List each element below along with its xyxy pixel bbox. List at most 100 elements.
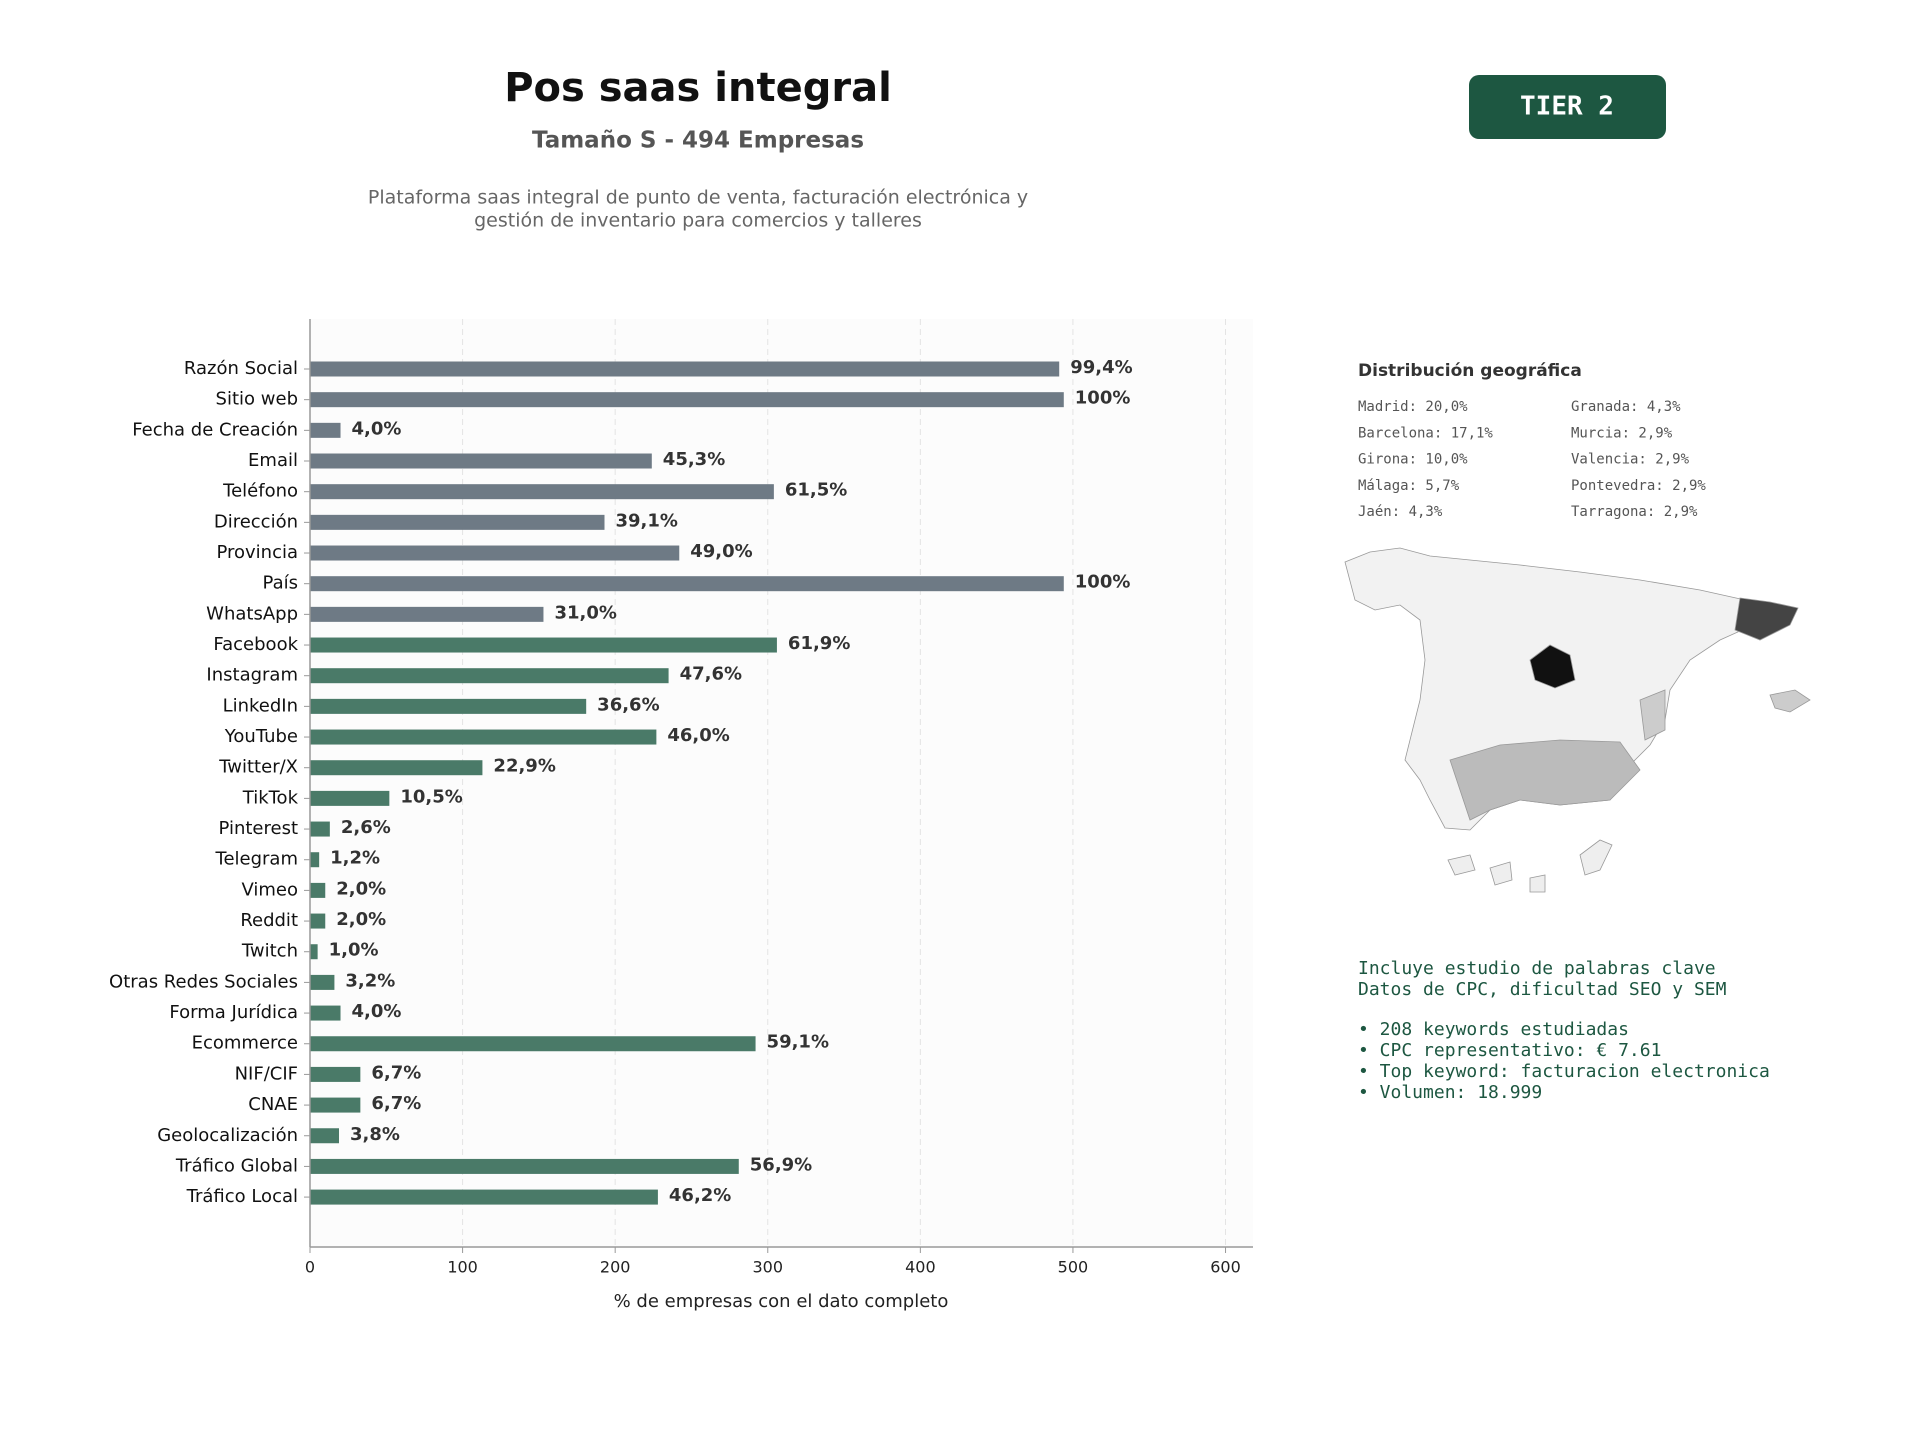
geo-item: Madrid: 20,0% (1358, 399, 1468, 415)
bar (310, 576, 1064, 592)
title: Pos saas integral (504, 65, 892, 111)
value-label: 59,1% (767, 1032, 829, 1053)
bar (310, 1066, 361, 1082)
y-tick-label: CNAE (248, 1094, 298, 1115)
value-label: 36,6% (597, 694, 659, 715)
bar (310, 974, 335, 990)
value-label: 3,8% (350, 1124, 400, 1145)
value-label: 4,0% (352, 418, 402, 439)
keyword-bullet: • Top keyword: facturacion electronica (1358, 1061, 1770, 1082)
bar (310, 729, 657, 745)
y-tick-label: Forma Jurídica (169, 1002, 298, 1023)
y-tick-label: Reddit (240, 910, 298, 931)
y-tick-label: Geolocalización (157, 1125, 298, 1146)
value-label: 6,7% (371, 1093, 421, 1114)
badge-text: TIER 2 (1520, 92, 1614, 122)
y-tick-label: Vimeo (241, 879, 298, 900)
bar (310, 545, 680, 561)
bar (310, 637, 777, 653)
bar (310, 422, 341, 438)
y-tick-label: WhatsApp (206, 603, 298, 624)
y-tick-label: Ecommerce (192, 1033, 298, 1054)
y-tick-label: TikTok (242, 787, 299, 808)
y-tick-label: Pinterest (218, 818, 298, 839)
y-tick-label: Facebook (213, 634, 298, 655)
bar (310, 484, 774, 500)
value-label: 2,0% (336, 909, 386, 930)
y-tick-label: Twitter/X (218, 757, 298, 778)
badge (1469, 75, 1666, 139)
value-label: 46,2% (669, 1185, 731, 1206)
bar (310, 760, 483, 776)
value-label: 45,3% (663, 449, 725, 470)
y-tick-label: Dirección (214, 511, 298, 532)
geo-item: Pontevedra: 2,9% (1571, 478, 1706, 494)
y-tick-label: LinkedIn (223, 695, 298, 716)
bar (310, 1128, 339, 1144)
y-tick-label: Tráfico Global (175, 1155, 298, 1176)
y-tick-label: Otras Redes Sociales (109, 971, 298, 992)
y-tick-label: Teléfono (222, 481, 298, 502)
bar (310, 668, 669, 684)
value-label: 1,0% (329, 940, 379, 961)
y-tick-label: Razón Social (184, 358, 298, 379)
keyword-bullet: • CPC representativo: € 7.61 (1358, 1040, 1661, 1061)
map-madrid (1529, 644, 1576, 689)
keyword-line: Datos de CPC, dificultad SEO y SEM (1358, 979, 1727, 1000)
value-label: 22,9% (493, 756, 555, 777)
geo-item: Girona: 10,0% (1358, 452, 1468, 468)
value-label: 99,4% (1070, 357, 1132, 378)
map-andalusia (1449, 739, 1641, 821)
geo-item: Barcelona: 17,1% (1358, 425, 1493, 441)
map-catalonia (1734, 597, 1799, 641)
bar (310, 944, 318, 960)
bar (310, 852, 320, 868)
geo-item: Tarragona: 2,9% (1571, 504, 1698, 520)
plot-area (310, 319, 1253, 1247)
y-tick-label: Sitio web (216, 389, 298, 410)
bar (310, 361, 1060, 377)
geo-title: Distribución geográfica (1358, 361, 1582, 381)
geo-item: Málaga: 5,7% (1358, 478, 1460, 494)
subtitle: Tamaño S - 494 Empresas (532, 128, 864, 154)
value-label: 100% (1075, 572, 1131, 593)
bar (310, 1005, 341, 1021)
bar (310, 1097, 361, 1113)
value-label: 2,6% (341, 817, 391, 838)
value-label: 2,0% (336, 878, 386, 899)
bar (310, 882, 326, 898)
value-label: 31,0% (554, 602, 616, 623)
y-tick-label: Instagram (206, 665, 298, 686)
value-label: 61,5% (785, 480, 847, 501)
bar (310, 392, 1064, 408)
y-tick-label: Telegram (215, 849, 298, 870)
bar (310, 790, 390, 806)
geo-item: Jaén: 4,3% (1358, 504, 1443, 520)
x-tick-label: 200 (600, 1258, 631, 1277)
value-label: 1,2% (330, 848, 380, 869)
y-tick-label: YouTube (224, 726, 298, 747)
value-label: 39,1% (615, 510, 677, 531)
value-label: 6,7% (371, 1062, 421, 1083)
value-label: 10,5% (400, 786, 462, 807)
bar (310, 453, 652, 469)
geo-item: Murcia: 2,9% (1571, 425, 1673, 441)
value-label: 61,9% (788, 633, 850, 654)
bar (310, 1158, 739, 1174)
value-label: 47,6% (680, 664, 742, 685)
map-balearics (1769, 689, 1811, 713)
y-tick-label: NIF/CIF (235, 1063, 298, 1084)
keyword-bullet: • Volumen: 18.999 (1358, 1082, 1542, 1103)
value-label: 56,9% (750, 1154, 812, 1175)
value-label: 49,0% (690, 541, 752, 562)
bar (310, 913, 326, 929)
y-tick-label: Twitch (241, 941, 298, 962)
value-label: 46,0% (667, 725, 729, 746)
keyword-line: Incluye estudio de palabras clave (1358, 958, 1716, 979)
x-tick-label: 600 (1210, 1258, 1241, 1277)
y-tick-label: Fecha de Creación (132, 419, 298, 440)
bar (310, 698, 587, 714)
value-label: 100% (1075, 388, 1131, 409)
map-canaries (1447, 839, 1613, 893)
